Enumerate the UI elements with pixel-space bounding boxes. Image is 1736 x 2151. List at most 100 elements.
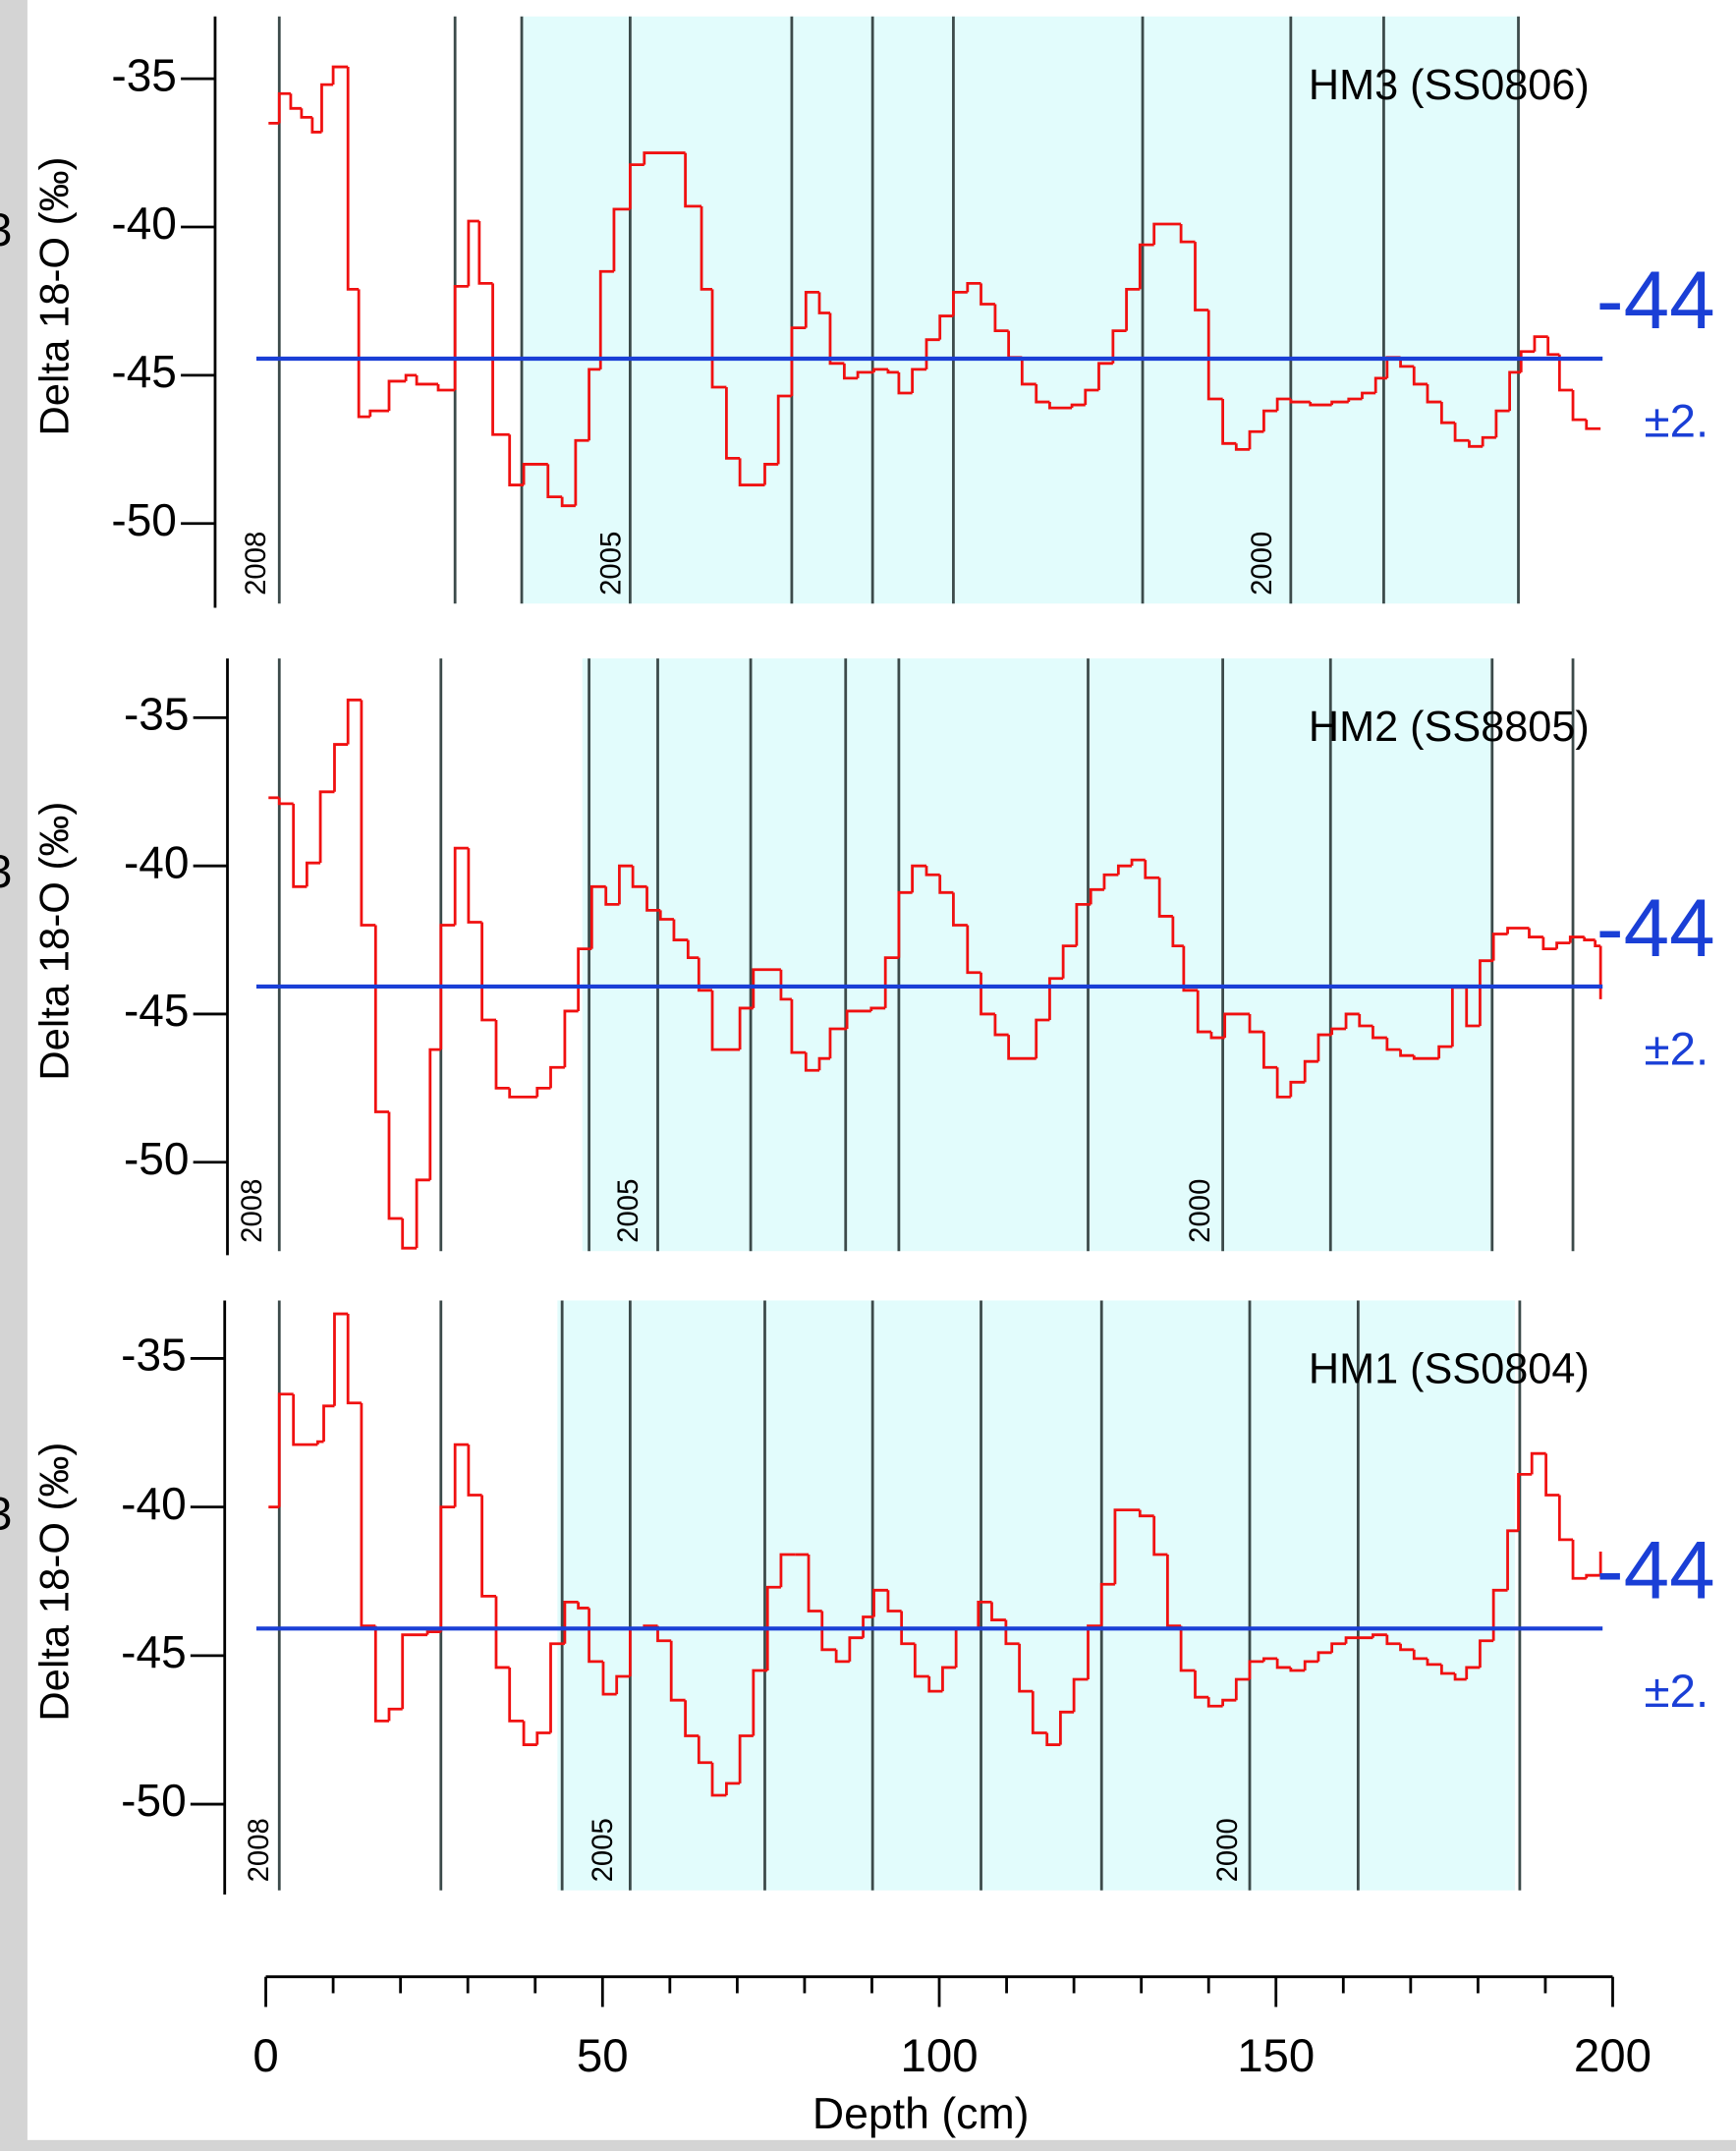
step xyxy=(387,379,407,412)
step xyxy=(360,700,376,927)
step xyxy=(738,458,765,486)
step xyxy=(1102,873,1119,890)
step xyxy=(1152,222,1182,246)
step xyxy=(817,1056,830,1071)
step xyxy=(977,1601,992,1629)
step xyxy=(1571,1539,1587,1580)
step xyxy=(779,1553,796,1588)
step xyxy=(508,1667,525,1723)
step xyxy=(820,1611,837,1652)
step xyxy=(1262,1032,1278,1069)
step xyxy=(373,1625,389,1723)
step xyxy=(1453,1672,1467,1681)
step xyxy=(725,386,741,460)
step xyxy=(467,848,482,924)
step xyxy=(966,925,981,975)
step xyxy=(1303,1059,1318,1083)
step xyxy=(1206,1697,1223,1708)
step xyxy=(1533,335,1548,352)
step xyxy=(346,698,362,745)
y-tick-label: -40 xyxy=(121,1478,186,1529)
step xyxy=(804,291,820,328)
step xyxy=(686,939,700,960)
step xyxy=(1479,1639,1494,1668)
step xyxy=(1491,1588,1508,1641)
shaded-band xyxy=(522,16,1519,604)
step xyxy=(415,1178,430,1249)
step xyxy=(1179,223,1196,244)
step xyxy=(1330,1027,1347,1036)
reference-error-label: ±2. xyxy=(1645,1666,1709,1718)
step xyxy=(1113,1508,1141,1585)
y-tick-label: -40 xyxy=(124,836,189,887)
step xyxy=(1221,1698,1237,1707)
year-label: 2008 xyxy=(240,532,272,595)
step xyxy=(604,886,620,906)
step xyxy=(1018,1643,1034,1693)
step xyxy=(1571,389,1587,422)
step xyxy=(1385,1038,1401,1051)
year-label: 2000 xyxy=(1184,1179,1216,1243)
y-axis-label: Delta 18-O (‰) xyxy=(31,802,78,1081)
step xyxy=(700,205,713,291)
step xyxy=(886,1590,902,1613)
step xyxy=(320,83,334,133)
step xyxy=(494,1596,510,1670)
step xyxy=(845,1009,871,1030)
step xyxy=(804,1052,820,1072)
step xyxy=(927,1676,943,1693)
step xyxy=(862,1615,874,1638)
step xyxy=(1585,420,1601,430)
step xyxy=(848,1636,864,1662)
step xyxy=(277,91,291,124)
step xyxy=(1048,402,1073,410)
step xyxy=(494,1019,510,1090)
step xyxy=(710,289,727,389)
step xyxy=(401,1218,418,1250)
step xyxy=(1399,1643,1415,1652)
step xyxy=(1152,1515,1168,1557)
reference-error-label: ±2. xyxy=(1645,396,1709,448)
step xyxy=(1248,1660,1264,1680)
step xyxy=(453,846,469,926)
step xyxy=(631,866,647,888)
y-tick-label: -50 xyxy=(121,1775,186,1826)
step xyxy=(1075,902,1092,946)
step xyxy=(1111,329,1127,364)
left-label: 3 xyxy=(0,846,12,898)
step xyxy=(1007,1035,1036,1060)
step xyxy=(1316,1651,1332,1662)
step xyxy=(1035,1018,1050,1059)
step xyxy=(1059,1710,1075,1745)
step xyxy=(672,919,689,941)
step xyxy=(546,464,563,499)
step xyxy=(1289,1080,1306,1098)
step xyxy=(1045,1732,1061,1746)
step xyxy=(1594,939,1601,947)
step xyxy=(938,875,954,894)
step xyxy=(535,1731,551,1745)
y-tick-label: -45 xyxy=(121,1626,186,1677)
step xyxy=(480,922,496,1022)
step xyxy=(1373,376,1387,394)
step xyxy=(1426,1658,1442,1667)
step xyxy=(357,289,370,419)
step xyxy=(1479,959,1494,1027)
y-tick-label: -35 xyxy=(111,49,176,100)
step xyxy=(817,292,830,314)
step xyxy=(628,163,644,209)
step xyxy=(477,220,493,285)
step xyxy=(1130,858,1146,867)
step xyxy=(776,394,792,465)
step xyxy=(993,1013,1009,1037)
step xyxy=(1194,242,1209,311)
step xyxy=(952,291,968,316)
step xyxy=(1070,403,1086,409)
step xyxy=(1541,936,1557,951)
reference-label: -44 xyxy=(1596,881,1715,974)
step xyxy=(900,1611,916,1646)
step xyxy=(1138,243,1154,290)
step xyxy=(1530,1451,1546,1475)
step xyxy=(1097,362,1113,390)
